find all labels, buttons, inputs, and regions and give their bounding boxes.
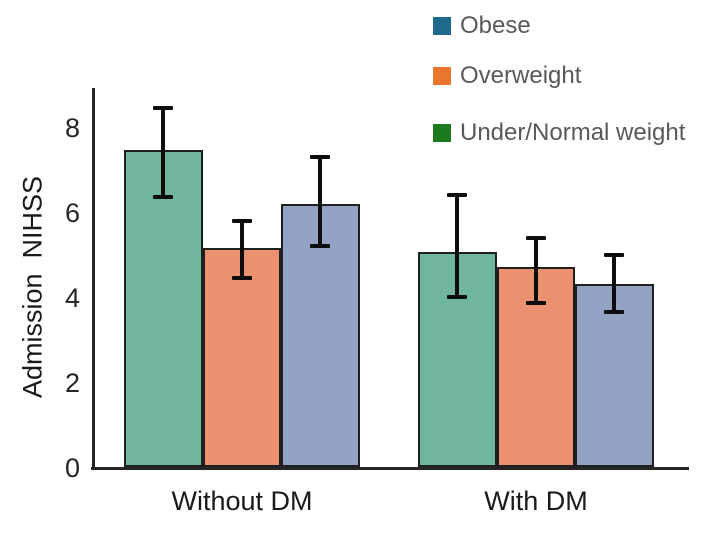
error-bar-line	[455, 195, 460, 297]
legend: Obese Overweight Under/Normal weight	[433, 12, 713, 162]
error-bar-line	[239, 220, 244, 278]
legend-item-under-normal-weight: Under/Normal weight	[433, 119, 685, 147]
y-tick-label-4: 4	[64, 283, 80, 313]
y-axis-line	[92, 88, 95, 469]
error-bar-cap-bottom	[153, 195, 174, 200]
error-bar-line	[533, 237, 538, 304]
legend-item-obese: Obese	[433, 12, 531, 40]
error-bar-cap-bottom	[447, 295, 468, 299]
x-axis-line	[91, 467, 689, 470]
error-bar-cap-top	[153, 105, 174, 110]
legend-label: Under/Normal weight	[460, 119, 686, 146]
legend-item-overweight: Overweight	[433, 62, 581, 90]
bar-obese-with-dm	[575, 284, 654, 467]
x-category-label-without-dm: Without DM	[171, 486, 313, 516]
bar-overweight-without-dm	[202, 248, 281, 467]
error-bar-cap-bottom	[310, 244, 331, 248]
y-tick-label-6: 6	[64, 198, 80, 228]
error-bar-cap-bottom	[231, 275, 252, 280]
error-bar-line	[161, 107, 166, 198]
y-tick-label-0: 0	[64, 453, 80, 483]
bar-under-normal-weight-without-dm	[124, 150, 203, 467]
error-bar-line	[612, 254, 617, 312]
error-bar-cap-bottom	[525, 301, 546, 306]
legend-swatch-icon	[433, 124, 451, 142]
error-bar-cap-top	[310, 154, 331, 159]
x-category-label-with-dm: With DM	[484, 486, 588, 516]
error-bar-cap-top	[447, 193, 468, 197]
legend-label: Overweight	[460, 62, 582, 89]
legend-label: Obese	[460, 12, 531, 39]
y-tick-label-2: 2	[64, 368, 80, 398]
error-bar-line	[318, 156, 323, 246]
error-bar-cap-top	[231, 218, 252, 223]
error-bar-cap-bottom	[604, 309, 625, 314]
y-tick-label-8: 8	[64, 113, 80, 143]
legend-swatch-icon	[433, 67, 451, 85]
error-bar-cap-top	[525, 235, 546, 240]
error-bar-cap-top	[604, 252, 625, 257]
legend-swatch-icon	[433, 17, 451, 35]
